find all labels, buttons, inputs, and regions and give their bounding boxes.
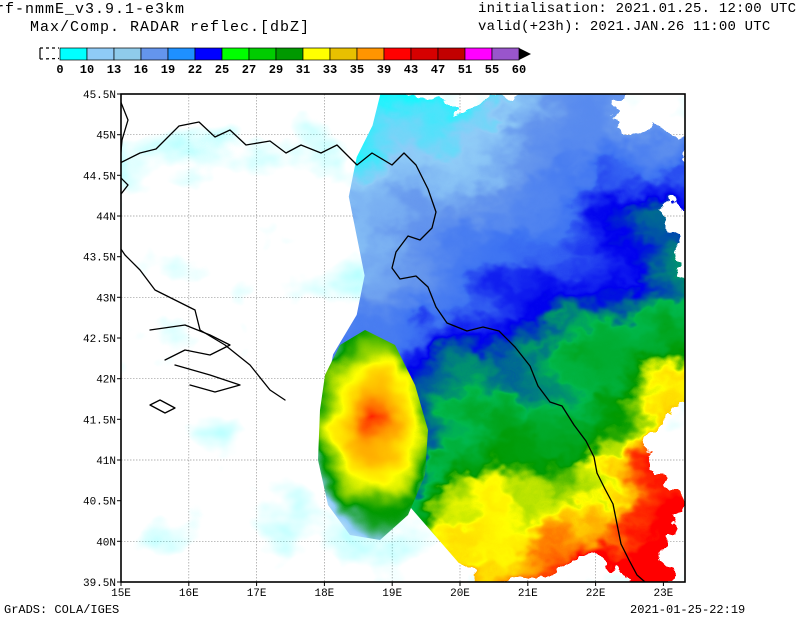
svg-text:40N: 40N	[96, 537, 116, 549]
svg-text:16E: 16E	[179, 588, 199, 600]
svg-text:17E: 17E	[247, 588, 267, 600]
svg-text:21E: 21E	[518, 588, 538, 600]
svg-text:41.5N: 41.5N	[83, 415, 116, 427]
svg-text:43.5N: 43.5N	[83, 253, 116, 265]
svg-text:43N: 43N	[96, 293, 116, 305]
svg-text:44N: 44N	[96, 212, 116, 224]
svg-text:18E: 18E	[314, 588, 334, 600]
svg-text:41N: 41N	[96, 456, 116, 468]
svg-text:44.5N: 44.5N	[83, 171, 116, 183]
svg-text:45N: 45N	[96, 131, 116, 143]
svg-text:19E: 19E	[382, 588, 402, 600]
svg-text:42N: 42N	[96, 375, 116, 387]
svg-text:20E: 20E	[450, 588, 470, 600]
svg-text:22E: 22E	[586, 588, 606, 600]
svg-text:23E: 23E	[653, 588, 673, 600]
svg-text:42.5N: 42.5N	[83, 334, 116, 346]
svg-text:40.5N: 40.5N	[83, 497, 116, 509]
svg-text:45.5N: 45.5N	[83, 90, 116, 102]
svg-text:39.5N: 39.5N	[83, 578, 116, 590]
